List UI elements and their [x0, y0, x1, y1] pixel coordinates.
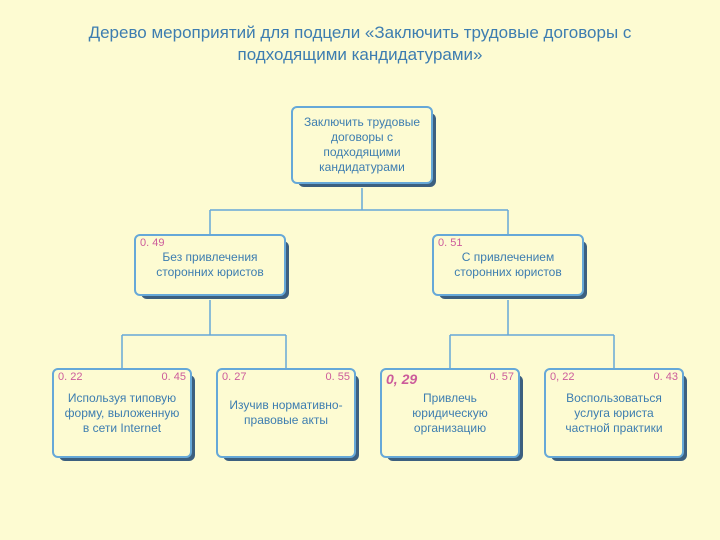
l2-text: Используя типовую форму, выложенную в се…	[62, 391, 182, 436]
l2-text: Воспользоваться услуга юриста частной пр…	[554, 391, 674, 436]
l1-text: С привлечением сторонних юристов	[442, 250, 574, 280]
root-text: Заключить трудовые договоры с подходящим…	[301, 115, 423, 175]
l2-text: Изучив нормативно-правовые акты	[226, 398, 346, 428]
l2-text: Привлечь юридическую организацию	[390, 391, 510, 436]
weight-right: 0. 45	[162, 371, 186, 383]
root-node: Заключить трудовые договоры с подходящим…	[291, 106, 433, 184]
weight-row: 0. 22 0. 45	[52, 371, 192, 383]
weight-row: 0. 51	[432, 237, 584, 249]
weight-left: 0. 51	[438, 237, 462, 249]
weight-left: 0. 22	[58, 371, 82, 383]
weight-row: 0. 27 0. 55	[216, 371, 356, 383]
weight-left: 0. 49	[140, 237, 164, 249]
connector-lines	[0, 0, 720, 540]
weight-right: 0. 55	[326, 371, 350, 383]
page-title: Дерево мероприятий для подцели «Заключит…	[0, 0, 720, 66]
weight-right: 0. 57	[490, 371, 514, 387]
weight-row: 0, 22 0. 43	[544, 371, 684, 383]
weight-left: 0, 22	[550, 371, 574, 383]
l1-text: Без привлечения сторонних юристов	[144, 250, 276, 280]
weight-left: 0, 29	[386, 371, 417, 387]
weight-row: 0. 49	[134, 237, 286, 249]
weight-right: 0. 43	[654, 371, 678, 383]
weight-row: 0, 29 0. 57	[380, 371, 520, 387]
weight-left: 0. 27	[222, 371, 246, 383]
